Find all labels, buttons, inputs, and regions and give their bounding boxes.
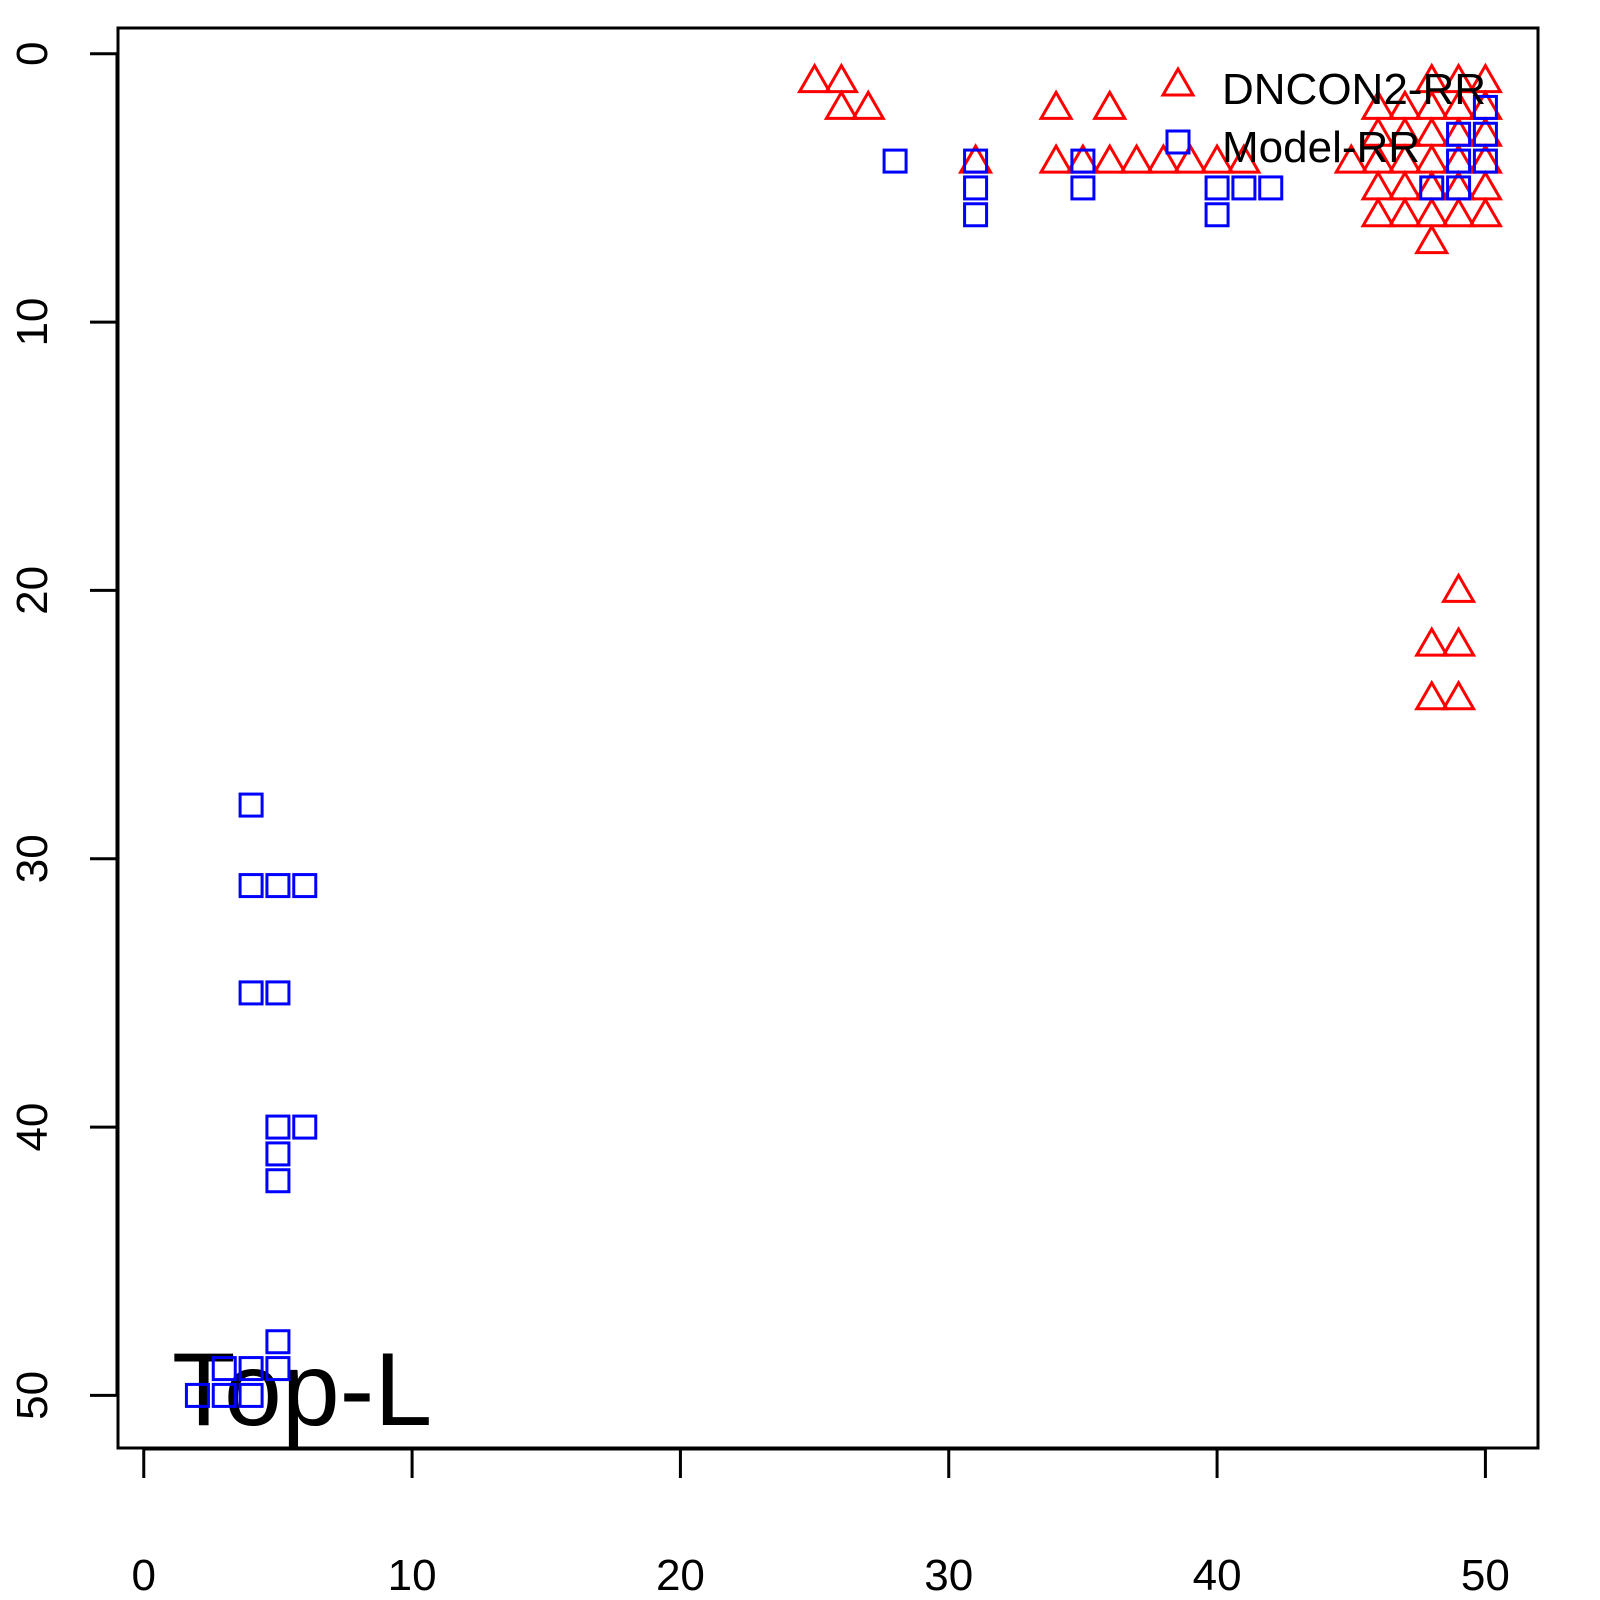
x-tick-label: 50 xyxy=(1461,1551,1510,1600)
point xyxy=(1070,148,1096,174)
point xyxy=(1414,143,1450,174)
x-tick-label: 10 xyxy=(388,1551,437,1600)
point xyxy=(1440,196,1477,228)
legend-label: Model-RR xyxy=(1222,123,1420,172)
point xyxy=(265,980,291,1006)
x-tick-label: 40 xyxy=(1193,1551,1242,1600)
y-tick-label: 40 xyxy=(8,1103,57,1152)
point xyxy=(1360,196,1396,228)
point xyxy=(1038,89,1074,120)
y-tick-label: 20 xyxy=(8,566,57,615)
point xyxy=(1467,196,1504,228)
point xyxy=(1467,169,1504,201)
point xyxy=(184,1382,210,1408)
point xyxy=(265,1114,291,1140)
point xyxy=(796,62,833,94)
point xyxy=(265,1168,291,1194)
point xyxy=(1414,196,1450,228)
point xyxy=(211,1356,237,1382)
point xyxy=(1440,679,1477,711)
point xyxy=(1092,143,1128,174)
point xyxy=(850,89,886,120)
point xyxy=(963,148,989,174)
point xyxy=(1333,143,1369,174)
point xyxy=(1118,143,1155,174)
point xyxy=(265,1141,291,1167)
point xyxy=(1172,143,1208,174)
point xyxy=(823,89,860,120)
point xyxy=(1446,148,1472,174)
point xyxy=(1414,116,1450,147)
point xyxy=(1472,148,1498,174)
point xyxy=(1387,196,1423,228)
point xyxy=(1231,175,1257,201)
point xyxy=(238,873,264,899)
point xyxy=(1472,94,1498,120)
legend-label: DNCON2-RR xyxy=(1222,65,1486,114)
point xyxy=(292,1114,318,1140)
y-tick-label: 50 xyxy=(8,1371,57,1420)
point xyxy=(1226,143,1262,174)
legend-symbol xyxy=(1160,65,1196,97)
point xyxy=(1199,143,1235,174)
annotation: Top-L xyxy=(172,1332,432,1448)
point xyxy=(1446,121,1472,147)
point xyxy=(963,175,989,201)
point xyxy=(1414,679,1450,711)
point xyxy=(211,1382,237,1408)
point xyxy=(238,1382,264,1408)
point xyxy=(292,873,318,899)
point xyxy=(265,873,291,899)
point xyxy=(265,1356,291,1382)
point xyxy=(238,1356,264,1382)
point xyxy=(1092,89,1128,120)
y-tick-label: 0 xyxy=(8,42,57,66)
point xyxy=(882,148,908,174)
point xyxy=(1070,175,1096,201)
point xyxy=(1440,626,1477,657)
point xyxy=(1360,169,1396,201)
plot-frame xyxy=(116,26,1540,1450)
point xyxy=(1414,223,1450,255)
point xyxy=(1446,175,1472,201)
point xyxy=(1145,143,1182,174)
y-tick-label: 30 xyxy=(8,834,57,883)
x-tick-label: 20 xyxy=(656,1551,705,1600)
point xyxy=(238,792,264,818)
point xyxy=(823,62,860,94)
point xyxy=(1419,175,1445,201)
point xyxy=(238,980,264,1006)
point xyxy=(265,1329,291,1355)
legend-symbol xyxy=(1165,129,1191,155)
point xyxy=(1204,175,1230,201)
point xyxy=(1258,175,1284,201)
point xyxy=(1440,572,1477,603)
point xyxy=(963,202,989,228)
x-tick-label: 30 xyxy=(924,1551,973,1600)
point xyxy=(1387,169,1423,201)
point xyxy=(1414,626,1450,657)
y-tick-label: 10 xyxy=(8,298,57,347)
x-tick-label: 0 xyxy=(132,1551,156,1600)
point xyxy=(1204,202,1230,228)
point xyxy=(1038,143,1074,174)
point xyxy=(1472,121,1498,147)
